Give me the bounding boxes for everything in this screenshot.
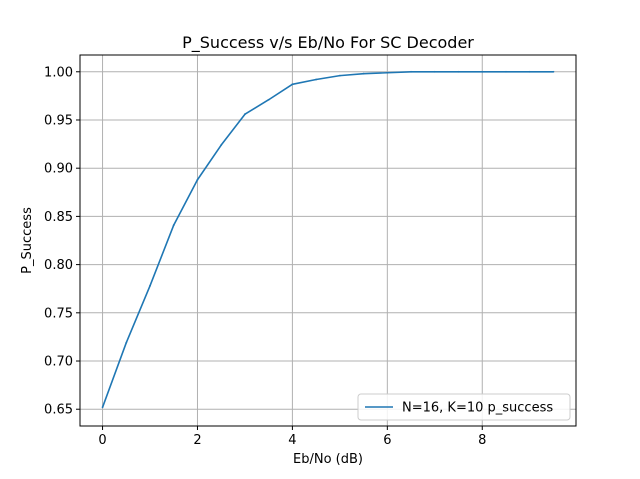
- data-point: [362, 72, 365, 75]
- y-tick-label: 0.80: [44, 258, 73, 273]
- y-tick-label: 0.95: [44, 113, 73, 128]
- legend: N=16, K=10 p_success: [357, 393, 571, 421]
- data-point: [481, 70, 484, 73]
- data-point: [338, 74, 341, 77]
- grid: [80, 55, 576, 426]
- y-tick-label: 0.85: [44, 210, 73, 225]
- data-point: [125, 341, 128, 344]
- x-tick-label: 2: [193, 433, 201, 448]
- x-tick-label: 0: [98, 433, 106, 448]
- ticks: 0 2 4 6 8 0.65 0.70 0.75 0.80 0.85 0.90 0.95 1.00: [44, 65, 486, 448]
- legend-box: [357, 393, 571, 421]
- data-point: [386, 71, 389, 74]
- data-point: [291, 83, 294, 86]
- data-point: [528, 70, 531, 73]
- data-point: [149, 284, 151, 287]
- data-point: [552, 70, 555, 73]
- y-tick-label: 0.65: [44, 403, 73, 418]
- y-tick-label: 1.00: [44, 65, 73, 80]
- legend-entry: N=16, K=10 p_success: [402, 401, 553, 416]
- y-axis-label: P_Success: [20, 207, 35, 274]
- data-point: [101, 406, 104, 409]
- y-tick-label: 0.75: [44, 306, 73, 321]
- series-line-0: [101, 70, 554, 408]
- plot-frame: [79, 54, 577, 427]
- data-point: [172, 224, 175, 226]
- data-point: [220, 144, 223, 146]
- x-axis-label: Eb/No (dB): [293, 452, 363, 467]
- data-point: [433, 70, 436, 73]
- y-tick-label: 0.70: [44, 355, 73, 370]
- chart-title: P_Success v/s Eb/No For SC Decoder: [182, 33, 474, 53]
- x-tick-label: 8: [478, 433, 486, 448]
- data-point: [196, 178, 199, 181]
- data-point: [267, 98, 270, 101]
- data-point: [457, 70, 460, 73]
- data-point: [410, 70, 412, 73]
- y-tick-label: 0.90: [44, 162, 73, 177]
- data-point: [244, 113, 246, 116]
- x-tick-label: 6: [383, 433, 391, 448]
- series-layer: [101, 70, 555, 409]
- data-point: [315, 78, 318, 81]
- data-point: [505, 70, 507, 73]
- x-tick-label: 4: [288, 433, 296, 448]
